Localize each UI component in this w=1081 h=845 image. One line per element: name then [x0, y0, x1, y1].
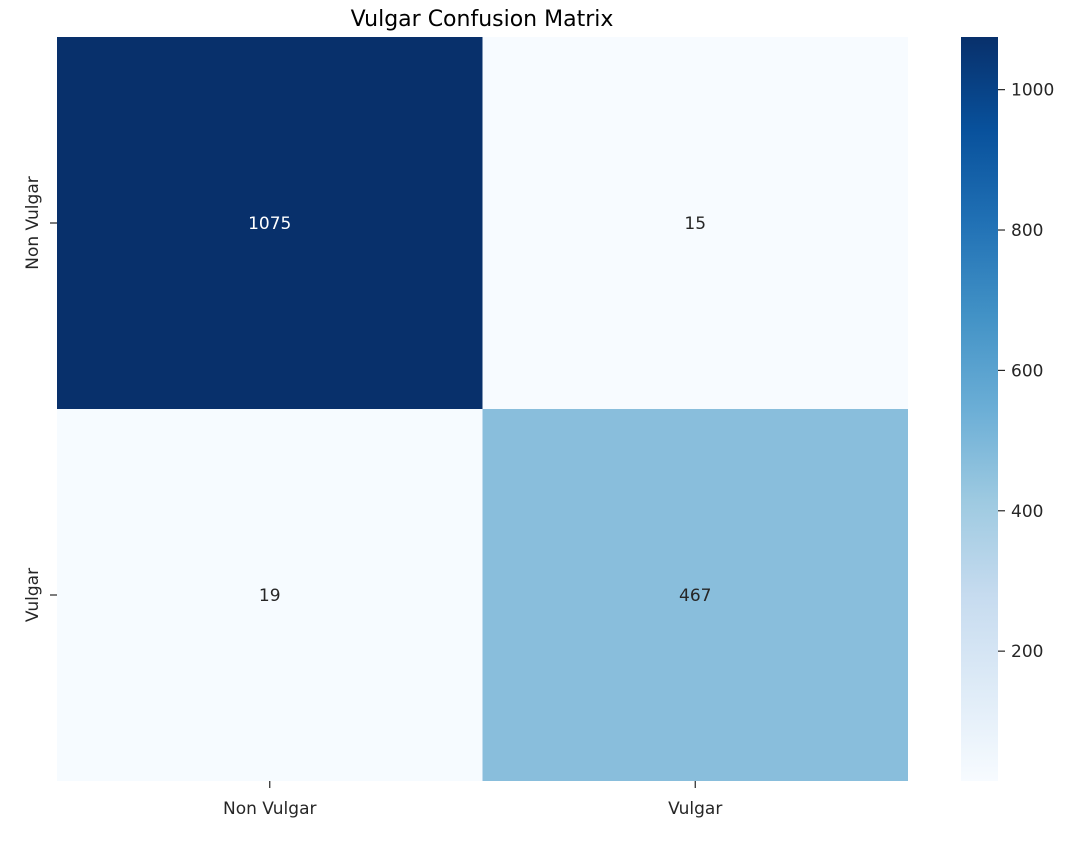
cell-value-0-0: 1075: [248, 214, 291, 234]
colorbar: [961, 37, 998, 781]
colorbar-tick-label-0: 200: [1011, 642, 1043, 662]
heatmap-cell-0-1: [482, 37, 908, 409]
colorbar-ticks: 200 400 600 800 1000: [998, 81, 1054, 662]
x-tick-label-0: Non Vulgar: [223, 799, 316, 819]
heatmap-cell-1-0: [57, 409, 483, 781]
colorbar-tick-label-1: 400: [1011, 502, 1043, 522]
heatmap-cell-1-1: [482, 409, 908, 781]
y-tick-label-0: Non Vulgar: [23, 176, 43, 269]
y-tick-label-1: Vulgar: [23, 568, 43, 622]
colorbar-tick-label-4: 1000: [1011, 81, 1054, 101]
heatmap-cell-0-0: [57, 37, 483, 409]
cell-value-0-1: 15: [684, 214, 706, 234]
x-tick-label-1: Vulgar: [668, 799, 722, 819]
cell-value-1-1: 467: [679, 586, 711, 606]
colorbar-tick-label-3: 800: [1011, 221, 1043, 241]
x-axis: Non Vulgar Vulgar: [223, 781, 722, 819]
colorbar-tick-label-2: 600: [1011, 361, 1043, 381]
y-axis: Non Vulgar Vulgar: [23, 176, 57, 622]
cell-value-1-0: 19: [259, 586, 281, 606]
heatmap-cell-labels: 1075 15 19 467: [248, 214, 711, 606]
chart-title: Vulgar Confusion Matrix: [351, 7, 614, 32]
heatmap-cells: [57, 37, 908, 781]
